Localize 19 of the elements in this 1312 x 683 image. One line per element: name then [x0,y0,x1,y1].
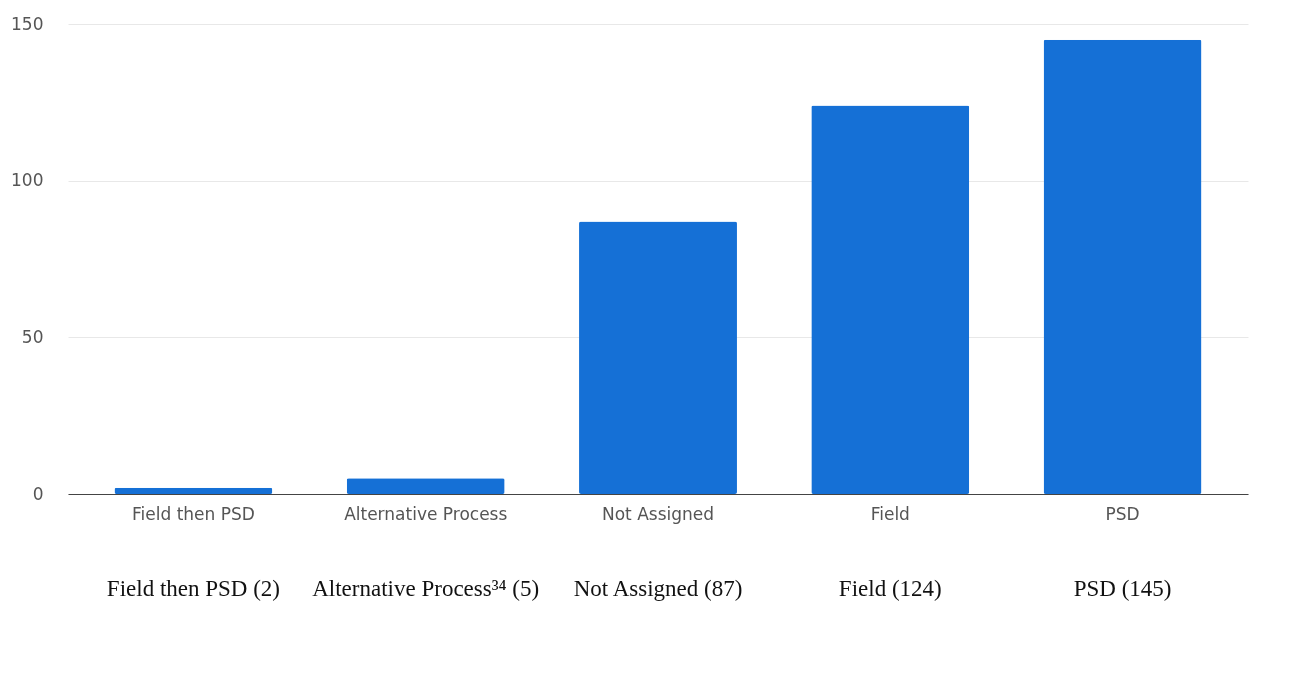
bar [1043,39,1202,494]
bar [346,478,505,494]
data-label: PSD (145) [1073,576,1172,601]
y-tick-label: 50 [21,326,44,347]
y-tick-label: 100 [11,170,44,191]
bar [579,221,737,494]
y-tick-label: 150 [11,13,44,34]
x-tick-label: Not Assigned [601,503,715,524]
x-tick-label: PSD [1105,503,1140,524]
x-tick-label: Alternative Process [344,503,508,524]
x-tick-label: Field then PSD [132,503,255,524]
data-label: Field (124) [838,576,942,601]
data-label: Alternative Process³⁴ (5) [312,576,540,601]
y-tick-label: 0 [32,483,44,504]
data-label: Not Assigned (87) [573,576,743,601]
data-label: Field then PSD (2) [106,576,280,601]
bar [114,487,273,494]
bar [811,105,970,494]
x-tick-label: Field [870,503,910,524]
